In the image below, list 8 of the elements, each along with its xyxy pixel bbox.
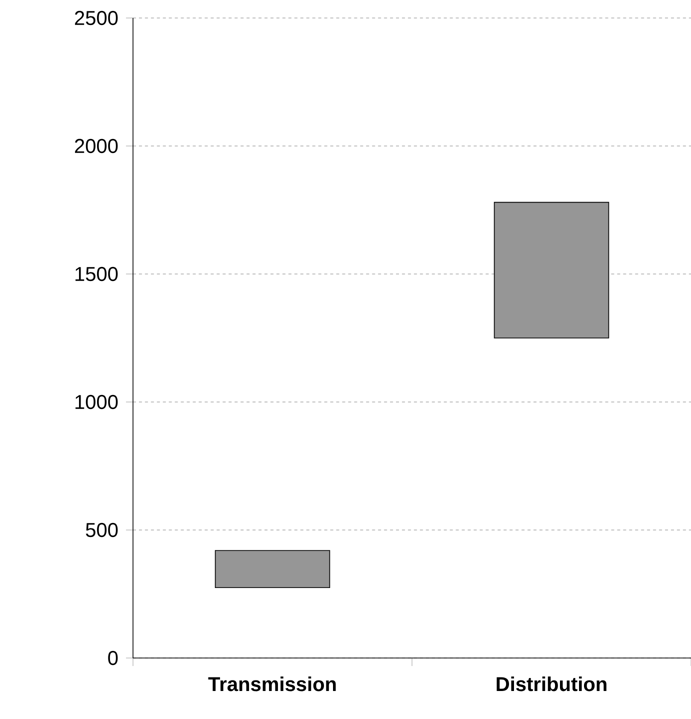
y-tick-label: 500 [86,522,118,538]
x-tick-label: Transmission [208,676,336,692]
y-tick-label: 2500 [74,10,118,26]
y-tick-label: 1000 [76,394,118,410]
x-tick-label: Distribution [496,676,606,692]
y-tick-label: 2000 [74,138,118,154]
y-tick-label: 0 [108,650,118,666]
y-tick-label: 1500 [76,266,118,282]
